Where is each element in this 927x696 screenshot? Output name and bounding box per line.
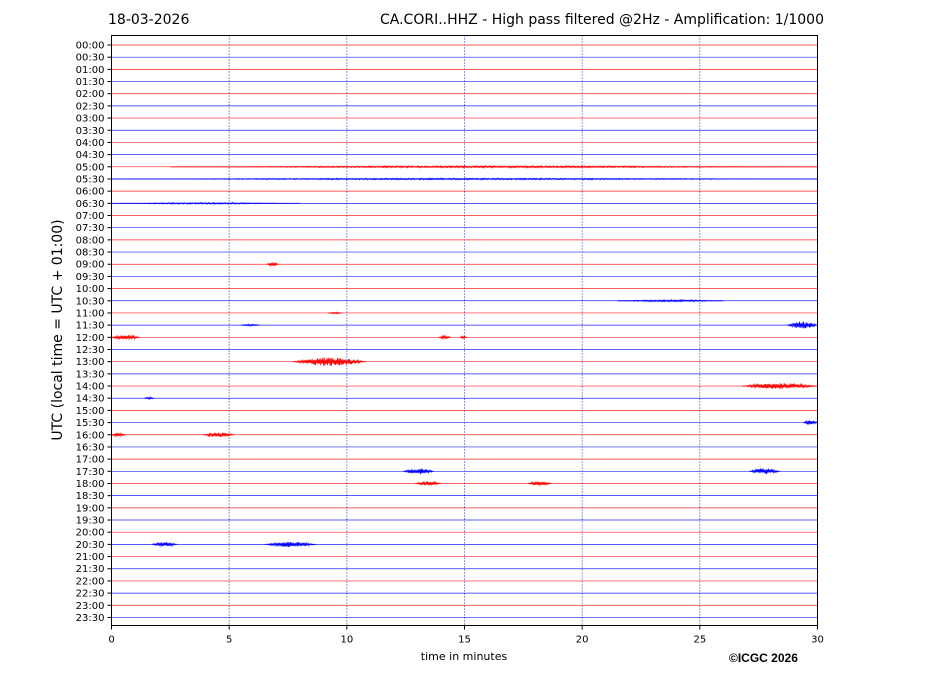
y-tick-label-00:00: 00:00 <box>76 41 105 52</box>
y-tick-label-20:00: 20:00 <box>76 528 105 539</box>
y-tick-label-22:00: 22:00 <box>76 576 105 587</box>
y-tick-label-02:00: 02:00 <box>76 89 105 100</box>
seismic-event-05:30-1 <box>111 177 818 181</box>
seismic-event-14:30-13 <box>144 396 155 401</box>
y-tick-label-23:30: 23:30 <box>76 613 105 624</box>
y-tick-label-08:00: 08:00 <box>76 235 105 246</box>
y-tick-label-11:00: 11:00 <box>76 308 105 319</box>
y-tick-label-04:30: 04:30 <box>76 150 105 161</box>
seismic-event-06:30-2 <box>111 201 300 205</box>
seismic-event-13:00-11 <box>292 357 366 366</box>
y-tick-label-19:30: 19:30 <box>76 516 105 527</box>
x-tick-label-30: 30 <box>811 635 824 646</box>
y-tick-label-15:30: 15:30 <box>76 418 105 429</box>
y-tick-label-10:00: 10:00 <box>76 284 105 295</box>
y-tick-label-19:00: 19:00 <box>76 503 105 514</box>
x-axis-label: time in minutes <box>420 650 508 663</box>
seismic-event-20:30-22 <box>264 541 317 548</box>
chart-title: CA.CORI..HHZ - High pass filtered @2Hz -… <box>380 12 824 28</box>
y-tick-label-12:30: 12:30 <box>76 345 105 356</box>
y-tick-label-01:00: 01:00 <box>76 65 105 76</box>
seismic-event-10:30-4 <box>617 298 724 303</box>
seismic-event-17:30-17 <box>403 468 434 475</box>
seismic-event-12:00-10 <box>459 335 468 340</box>
y-tick-label-02:30: 02:30 <box>76 101 105 112</box>
trace-layer <box>111 44 818 618</box>
y-tick-label-17:00: 17:00 <box>76 455 105 466</box>
y-tick-label-04:00: 04:00 <box>76 138 105 149</box>
y-tick-label-16:00: 16:00 <box>76 430 105 441</box>
seismic-event-11:00-5 <box>327 311 343 315</box>
y-tick-label-08:30: 08:30 <box>76 248 105 259</box>
x-tick-label-0: 0 <box>108 635 114 646</box>
seismic-event-20:30-21 <box>151 541 178 548</box>
y-tick-label-09:30: 09:30 <box>76 272 105 283</box>
seismic-event-16:00-16 <box>203 432 234 438</box>
y-tick-label-03:00: 03:00 <box>76 114 105 125</box>
y-tick-label-20:30: 20:30 <box>76 540 105 551</box>
seismic-event-05:00-0 <box>170 164 818 169</box>
y-tick-label-13:30: 13:30 <box>76 369 105 380</box>
y-tick-label-00:30: 00:30 <box>76 53 105 64</box>
seismic-event-12:00-8 <box>111 334 140 341</box>
y-tick-label-01:30: 01:30 <box>76 77 105 88</box>
seismic-event-12:00-9 <box>438 334 451 340</box>
y-tick-label-05:00: 05:00 <box>76 162 105 173</box>
y-tick-label-06:00: 06:00 <box>76 187 105 198</box>
grid-layer <box>228 35 701 626</box>
seismic-event-16:00-15 <box>111 432 126 438</box>
y-tick-label-13:00: 13:00 <box>76 357 105 368</box>
x-tick-label-25: 25 <box>693 635 706 646</box>
seismic-event-18:00-20 <box>527 480 552 487</box>
seismic-event-09:00-3 <box>266 261 279 268</box>
x-tick-label-10: 10 <box>340 635 353 646</box>
y-tick-label-05:30: 05:30 <box>76 174 105 185</box>
x-tick-label-5: 5 <box>226 635 232 646</box>
y-tick-label-21:00: 21:00 <box>76 552 105 563</box>
y-tick-label-03:30: 03:30 <box>76 126 105 137</box>
plot-frame <box>111 35 818 626</box>
axis-layer: 0 5 10 15 20 25 30 00:0000:3001:0001:3002:0002:… <box>76 41 824 646</box>
y-tick-label-15:00: 15:00 <box>76 406 105 417</box>
x-tick-label-20: 20 <box>576 635 589 646</box>
y-tick-label-06:30: 06:30 <box>76 199 105 210</box>
seismic-event-14:00-12 <box>742 382 818 389</box>
y-tick-label-14:30: 14:30 <box>76 394 105 405</box>
seismic-event-11:30-7 <box>786 321 818 329</box>
seismic-event-18:00-19 <box>415 480 442 486</box>
y-tick-label-23:00: 23:00 <box>76 601 105 612</box>
seismic-event-11:30-6 <box>240 323 260 327</box>
seismic-event-17:30-18 <box>749 468 780 475</box>
y-tick-label-10:30: 10:30 <box>76 296 105 307</box>
y-tick-label-17:30: 17:30 <box>76 467 105 478</box>
y-tick-label-16:30: 16:30 <box>76 442 105 453</box>
y-tick-label-14:00: 14:00 <box>76 382 105 393</box>
seismic-event-15:30-14 <box>803 420 818 426</box>
y-tick-label-18:30: 18:30 <box>76 491 105 502</box>
y-tick-label-12:00: 12:00 <box>76 333 105 344</box>
y-tick-label-09:00: 09:00 <box>76 260 105 271</box>
y-tick-label-22:30: 22:30 <box>76 589 105 600</box>
y-tick-label-07:30: 07:30 <box>76 223 105 234</box>
y-tick-label-21:30: 21:30 <box>76 564 105 575</box>
y-tick-label-07:00: 07:00 <box>76 211 105 222</box>
date-label: 18-03-2026 <box>108 12 190 28</box>
y-tick-label-11:30: 11:30 <box>76 321 105 332</box>
x-tick-label-15: 15 <box>458 635 471 646</box>
y-tick-label-18:00: 18:00 <box>76 479 105 490</box>
copyright-label: ©ICGC 2026 <box>729 651 798 665</box>
